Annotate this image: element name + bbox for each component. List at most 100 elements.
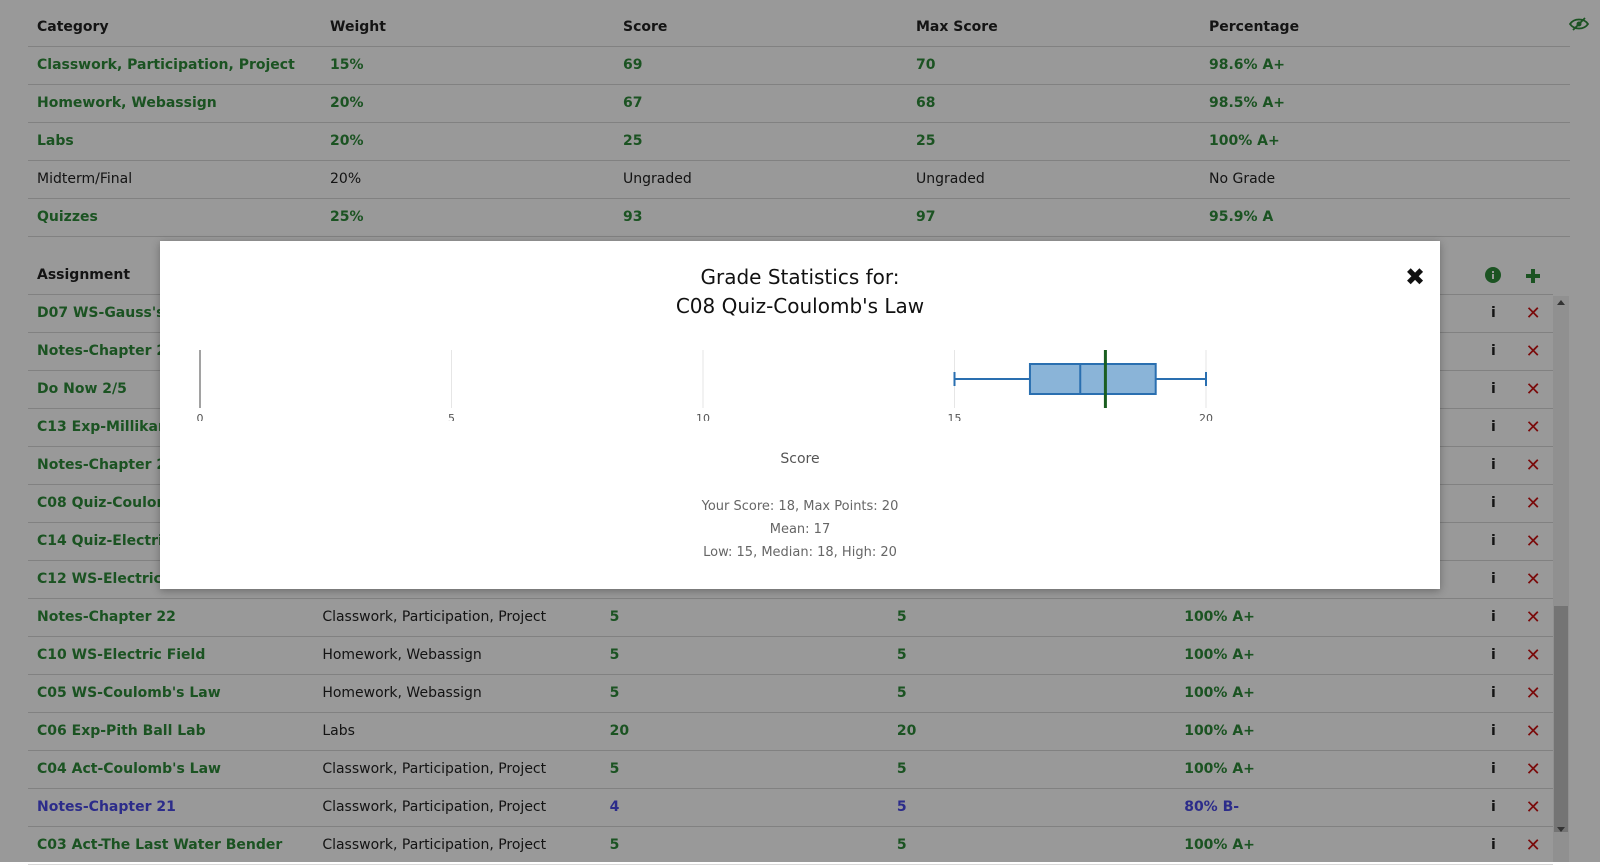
assignment-score: 4 <box>609 799 620 815</box>
max-score-header: Max Score <box>916 19 998 35</box>
row-delete-icon[interactable]: ✕ <box>1525 607 1541 628</box>
assignment-percentage: 100% A+ <box>1184 761 1255 777</box>
category-score: 93 <box>623 209 643 225</box>
row-delete-icon[interactable]: ✕ <box>1525 303 1541 324</box>
row-info-icon[interactable]: i <box>1490 495 1496 511</box>
category-max-score: 70 <box>916 57 936 73</box>
assignment-name[interactable]: C12 WS-Electric Fie <box>37 571 191 587</box>
row-info-icon[interactable]: i <box>1490 533 1496 549</box>
assignment-name[interactable]: C04 Act-Coulomb's Law <box>37 761 221 777</box>
scroll-down-arrow-icon[interactable] <box>1557 827 1565 832</box>
category-header: Category <box>37 19 109 35</box>
grade-stats: Your Score: 18, Max Points: 20 Mean: 17 … <box>160 495 1440 564</box>
row-delete-icon[interactable]: ✕ <box>1525 759 1541 780</box>
grade-statistics-modal: Grade Statistics for: C08 Quiz-Coulomb's… <box>160 241 1440 589</box>
category-row: Midterm/Final 20% Ungraded Ungraded No Grade <box>28 161 1570 199</box>
assignment-score: 20 <box>609 723 630 739</box>
category-score: Ungraded <box>623 171 692 187</box>
modal-title-line2: C08 Quiz-Coulomb's Law <box>675 294 925 318</box>
category-row: Quizzes 25% 93 97 95.9% A <box>28 199 1570 237</box>
row-delete-icon[interactable]: ✕ <box>1525 683 1541 704</box>
assignment-max-score: 5 <box>896 609 907 625</box>
category-name: Labs <box>37 133 74 149</box>
interquartile-box <box>1028 363 1157 395</box>
category-max-score: 25 <box>916 133 936 149</box>
assignment-category: Classwork, Participation, Project <box>322 609 547 625</box>
row-delete-icon[interactable]: ✕ <box>1525 721 1541 742</box>
assignment-name[interactable]: Notes-Chapter 22 <box>37 609 176 625</box>
row-info-icon[interactable]: i <box>1490 571 1496 587</box>
row-delete-icon[interactable]: ✕ <box>1525 379 1541 400</box>
assignment-header: Assignment <box>37 266 131 283</box>
row-info-icon[interactable]: i <box>1490 305 1496 321</box>
category-row: Classwork, Participation, Project 15% 69 70… <box>28 47 1570 85</box>
row-info-icon[interactable]: i <box>1490 799 1496 815</box>
scroll-up-arrow-icon[interactable] <box>1557 300 1565 305</box>
assignment-category: Labs <box>322 723 355 739</box>
row-delete-icon[interactable]: ✕ <box>1525 493 1541 514</box>
category-max-score: Ungraded <box>916 171 985 187</box>
assignment-row: Notes-Chapter 22 Classwork, Participation… <box>28 599 1553 637</box>
assignment-scrollbar[interactable] <box>1553 296 1569 862</box>
assignment-max-score: 20 <box>896 723 917 739</box>
stats-mean: Mean: 17 <box>769 522 831 537</box>
assignment-percentage: 100% A+ <box>1184 647 1255 663</box>
assignment-percentage: 100% A+ <box>1184 837 1255 853</box>
row-info-icon[interactable]: i <box>1490 381 1496 397</box>
row-info-icon[interactable]: i <box>1490 647 1496 663</box>
row-info-icon[interactable]: i <box>1490 419 1496 435</box>
category-name: Quizzes <box>37 209 98 225</box>
assignment-name[interactable]: C03 Act-The Last Water Bender <box>37 837 283 853</box>
x-axis-title: Score <box>780 451 820 467</box>
assignment-max-score: 5 <box>896 761 907 777</box>
eye-slash-icon[interactable] <box>1568 9 1600 46</box>
stats-low-median-high: Low: 15, Median: 18, High: 20 <box>703 545 897 560</box>
assignment-name[interactable]: C10 WS-Electric Field <box>37 647 206 663</box>
row-delete-icon[interactable]: ✕ <box>1525 417 1541 438</box>
row-delete-icon[interactable]: ✕ <box>1525 569 1541 590</box>
plus-icon[interactable] <box>1513 257 1553 294</box>
category-row: Labs 20% 25 25 100% A+ <box>28 123 1570 161</box>
row-info-icon[interactable]: i <box>1490 343 1496 359</box>
scroll-thumb[interactable] <box>1554 606 1568 832</box>
row-delete-icon[interactable]: ✕ <box>1525 531 1541 552</box>
info-circle-icon[interactable] <box>1473 257 1513 294</box>
assignment-name[interactable]: Notes-Chapter 21 <box>37 799 176 815</box>
row-info-icon[interactable]: i <box>1490 457 1496 473</box>
assignment-name[interactable]: C05 WS-Coulomb's Law <box>37 685 221 701</box>
assignment-name[interactable]: Notes-Chapter 24 <box>37 343 176 359</box>
assignment-score: 5 <box>609 647 620 663</box>
row-info-icon[interactable]: i <box>1490 723 1496 739</box>
x-tick-label: 0 <box>197 412 204 421</box>
assignment-row: Notes-Chapter 21 Classwork, Participation… <box>28 789 1553 827</box>
x-tick-label: 10 <box>696 412 710 421</box>
row-delete-icon[interactable]: ✕ <box>1525 835 1541 856</box>
row-delete-icon[interactable]: ✕ <box>1525 455 1541 476</box>
row-info-icon[interactable]: i <box>1490 837 1496 853</box>
assignment-name[interactable]: Notes-Chapter 23 <box>37 457 176 473</box>
modal-title: Grade Statistics for: C08 Quiz-Coulomb's… <box>160 263 1440 321</box>
category-name: Homework, Webassign <box>37 95 217 111</box>
modal-title-line1: Grade Statistics for: <box>700 265 900 289</box>
row-info-icon[interactable]: i <box>1490 609 1496 625</box>
row-delete-icon[interactable]: ✕ <box>1525 341 1541 362</box>
row-delete-icon[interactable]: ✕ <box>1525 797 1541 818</box>
assignment-name[interactable]: C13 Exp-Millikan's O <box>37 419 198 435</box>
row-info-icon[interactable]: i <box>1490 685 1496 701</box>
assignment-percentage: 100% A+ <box>1184 685 1255 701</box>
category-table: Category Weight Score Max Score Percenta… <box>28 9 1590 237</box>
category-row: Homework, Webassign 20% 67 68 98.5% A+ <box>28 85 1570 123</box>
close-icon[interactable]: ✖ <box>1404 263 1426 291</box>
row-info-icon[interactable]: i <box>1490 761 1496 777</box>
row-delete-icon[interactable]: ✕ <box>1525 645 1541 666</box>
assignment-name[interactable]: C08 Quiz-Coulom <box>37 495 172 511</box>
category-weight: 15% <box>330 57 364 73</box>
category-weight: 20% <box>330 133 364 149</box>
assignment-name[interactable]: D07 WS-Gauss's La <box>37 305 188 321</box>
assignment-score: 5 <box>609 609 620 625</box>
assignment-name[interactable]: C14 Quiz-Electric F <box>37 533 186 549</box>
assignment-name[interactable]: C06 Exp-Pith Ball Lab <box>37 723 206 739</box>
score-boxplot: 0 5 10 15 20 <box>197 350 1213 421</box>
assignment-name[interactable]: Do Now 2/5 <box>37 381 127 397</box>
